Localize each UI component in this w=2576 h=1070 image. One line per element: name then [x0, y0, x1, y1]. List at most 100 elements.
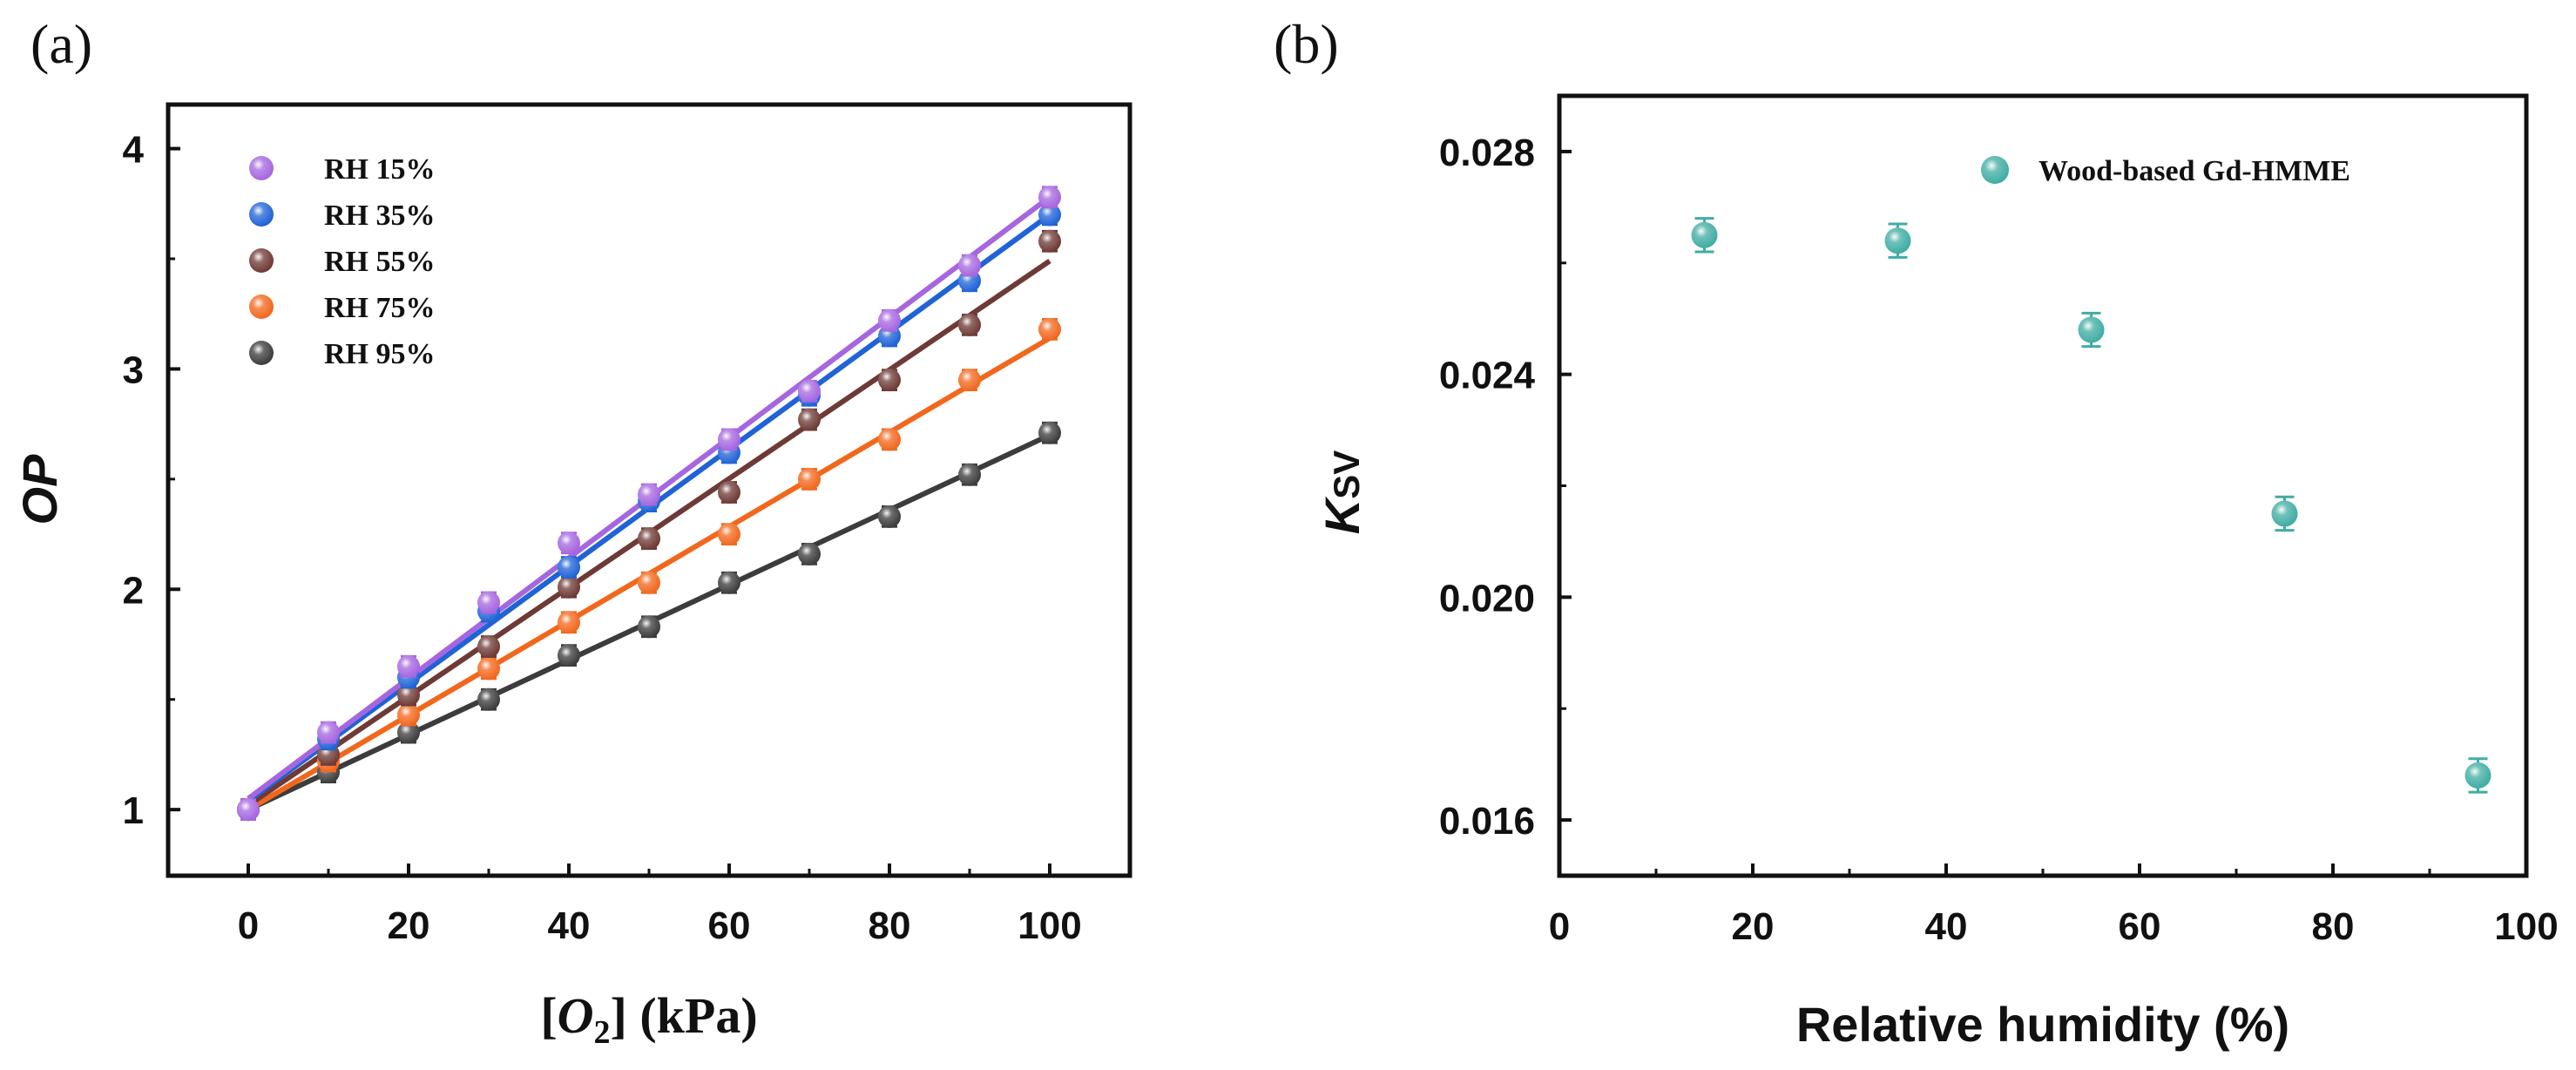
data-point [878, 428, 901, 451]
data-point [558, 556, 580, 579]
data-point-highlight [638, 571, 660, 594]
data-point-highlight [958, 313, 981, 336]
panel-a-legend: RH 15% RH 35% RH 55% RH 75% RH 95% [249, 153, 436, 370]
legend-item: RH 75% [249, 292, 436, 324]
legend-marker-highlight [1981, 156, 2009, 184]
legend-label: Wood-based Gd-HMME [2038, 155, 2350, 187]
legend-item: RH 35% [249, 200, 436, 232]
x-tick-label: 40 [548, 904, 591, 947]
data-point [798, 542, 821, 565]
data-point-highlight [638, 483, 660, 506]
data-point [2078, 316, 2105, 343]
data-point [1884, 227, 1911, 254]
data-point [1038, 421, 1061, 444]
data-point [397, 683, 420, 707]
data-point-highlight [397, 683, 420, 707]
panel-a-ticks: 0 20 40 60 80 100 1 2 3 4 [123, 129, 1082, 947]
data-point [718, 523, 740, 546]
legend-marker [249, 156, 274, 180]
panel-b-points [1691, 217, 2491, 794]
data-point [558, 575, 580, 599]
data-point-highlight [718, 428, 740, 451]
data-point [1038, 203, 1061, 227]
data-point [237, 798, 260, 822]
legend-item: Wood-based Gd-HMME [1981, 155, 2350, 187]
data-point-highlight [477, 635, 500, 659]
x-tick-label: 0 [238, 904, 259, 947]
data-point [638, 571, 660, 594]
data-point [477, 687, 500, 711]
legend-marker-highlight [249, 248, 274, 273]
data-point-highlight [477, 657, 500, 681]
x-tick-label: 80 [2312, 905, 2355, 948]
data-point [1691, 221, 1718, 248]
x-tick-label: 20 [388, 904, 430, 947]
data-point [958, 254, 981, 277]
data-point-highlight [317, 721, 340, 744]
data-point [958, 369, 981, 392]
data-point-highlight [397, 703, 420, 727]
data-point [477, 657, 500, 681]
data-point [798, 408, 821, 431]
legend-label: RH 35% [324, 200, 436, 232]
data-point-highlight [1884, 227, 1911, 254]
data-point [878, 505, 901, 528]
data-point-highlight [878, 308, 901, 332]
data-point [638, 615, 660, 639]
data-point [1038, 317, 1061, 341]
legend-item: RH 15% [249, 153, 436, 186]
data-point-highlight [638, 527, 660, 551]
y-tick-label: 2 [123, 569, 144, 612]
data-point [397, 721, 420, 744]
data-point-highlight [638, 615, 660, 639]
y-tick-label: 4 [123, 129, 145, 172]
data-point-highlight [558, 611, 580, 634]
data-point-highlight [477, 687, 500, 711]
y-tick-label: 0.024 [1439, 355, 1536, 397]
panel-b-label: (b) [1274, 13, 1339, 75]
data-point [1038, 186, 1061, 209]
data-point-highlight [958, 254, 981, 277]
legend-label: RH 15% [324, 153, 436, 186]
data-point [558, 644, 580, 667]
data-point-highlight [477, 591, 500, 614]
panel-b: (b) 0 20 40 60 80 100 0.016 0.020 0.024 0.028 Woo… [1274, 13, 2559, 1052]
data-point [317, 721, 340, 744]
legend-marker-highlight [249, 295, 274, 319]
data-point-highlight [718, 571, 740, 594]
data-point [638, 483, 660, 506]
data-point [718, 481, 740, 505]
data-point-highlight [958, 369, 981, 392]
data-point [878, 369, 901, 392]
data-point-highlight [237, 798, 260, 822]
legend-label: RH 75% [324, 292, 436, 324]
legend-marker [1981, 156, 2009, 184]
data-point-highlight [1038, 203, 1061, 227]
data-point [718, 571, 740, 594]
x-tick-label: 100 [2494, 905, 2558, 948]
data-point [397, 703, 420, 727]
data-point [798, 379, 821, 403]
data-point-highlight [1038, 186, 1061, 209]
data-point-highlight [2464, 762, 2491, 789]
legend-marker [249, 202, 274, 227]
data-point-highlight [558, 556, 580, 579]
y-tick-label: 0.016 [1439, 800, 1535, 843]
data-point-highlight [878, 428, 901, 451]
x-tick-label: 80 [869, 904, 911, 947]
y-tick-label: 1 [123, 789, 144, 832]
data-point-highlight [558, 644, 580, 667]
data-point [2464, 762, 2491, 789]
data-point-highlight [718, 481, 740, 505]
data-point-highlight [798, 542, 821, 565]
data-point [558, 611, 580, 634]
panel-a-y-label: OP [12, 454, 67, 525]
data-point-highlight [798, 408, 821, 431]
x-tick-label: 0 [1549, 905, 1570, 948]
legend-label: RH 95% [324, 338, 436, 370]
panel-b-x-label: Relative humidity (%) [1796, 997, 2289, 1052]
panel-b-y-label: KSV [1315, 450, 1369, 534]
data-point [397, 654, 420, 678]
